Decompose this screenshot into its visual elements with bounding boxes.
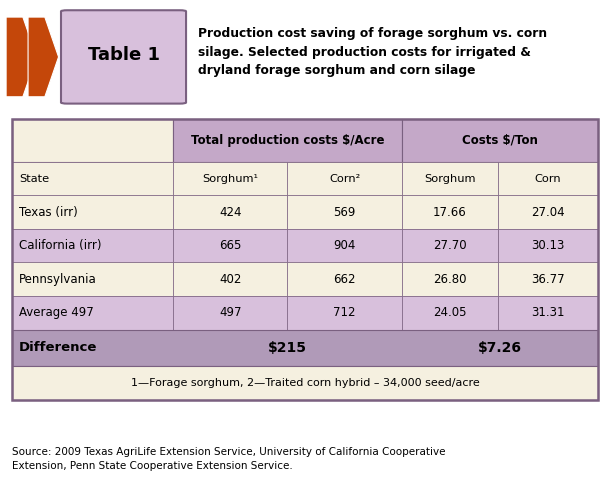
Bar xyxy=(401,196,498,229)
Bar xyxy=(12,196,173,229)
Bar xyxy=(401,262,498,296)
Text: 904: 904 xyxy=(333,239,356,252)
Text: Costs $/Ton: Costs $/Ton xyxy=(462,134,537,147)
Text: $7.26: $7.26 xyxy=(478,341,522,355)
Text: 424: 424 xyxy=(219,206,242,219)
Text: State: State xyxy=(20,174,49,184)
Bar xyxy=(287,162,401,196)
Bar xyxy=(287,296,401,330)
Text: 569: 569 xyxy=(333,206,356,219)
Text: 26.80: 26.80 xyxy=(433,273,467,286)
Bar xyxy=(287,229,401,262)
Text: Total production costs $/Acre: Total production costs $/Acre xyxy=(191,134,384,147)
Text: Sorghum¹: Sorghum¹ xyxy=(203,174,259,184)
Bar xyxy=(287,262,401,296)
Text: 36.77: 36.77 xyxy=(531,273,565,286)
Bar xyxy=(498,296,598,330)
Bar xyxy=(401,296,498,330)
Text: 31.31: 31.31 xyxy=(531,306,565,319)
Text: 402: 402 xyxy=(219,273,242,286)
Text: 662: 662 xyxy=(333,273,356,286)
Text: California (irr): California (irr) xyxy=(20,239,102,252)
Text: 24.05: 24.05 xyxy=(433,306,467,319)
Bar xyxy=(12,119,598,400)
PathPatch shape xyxy=(28,17,59,97)
Text: Texas (irr): Texas (irr) xyxy=(20,206,78,219)
Bar xyxy=(173,119,401,162)
Bar xyxy=(12,119,173,162)
Bar xyxy=(12,262,173,296)
Text: 27.04: 27.04 xyxy=(531,206,565,219)
Text: 712: 712 xyxy=(333,306,356,319)
PathPatch shape xyxy=(6,17,37,97)
Text: 497: 497 xyxy=(219,306,242,319)
FancyBboxPatch shape xyxy=(61,10,186,103)
Bar xyxy=(498,196,598,229)
Text: Pennsylvania: Pennsylvania xyxy=(20,273,97,286)
Bar xyxy=(12,296,173,330)
Bar xyxy=(12,366,598,400)
Text: Table 1: Table 1 xyxy=(87,46,160,64)
Bar xyxy=(12,162,173,196)
Text: Corn²: Corn² xyxy=(329,174,360,184)
Text: Source: 2009 Texas AgriLife Extension Service, University of California Cooperat: Source: 2009 Texas AgriLife Extension Se… xyxy=(12,447,446,471)
Bar xyxy=(173,262,287,296)
Bar xyxy=(173,162,287,196)
Bar xyxy=(12,330,598,366)
Bar xyxy=(498,162,598,196)
Text: Corn: Corn xyxy=(535,174,561,184)
Text: $215: $215 xyxy=(268,341,307,355)
Bar xyxy=(401,119,598,162)
Text: Average 497: Average 497 xyxy=(20,306,94,319)
Bar xyxy=(173,296,287,330)
Text: 30.13: 30.13 xyxy=(531,239,565,252)
Bar xyxy=(498,262,598,296)
Text: Production cost saving of forage sorghum vs. corn
silage. Selected production co: Production cost saving of forage sorghum… xyxy=(198,27,547,77)
Bar xyxy=(401,229,498,262)
Bar xyxy=(498,229,598,262)
Text: 17.66: 17.66 xyxy=(433,206,467,219)
Bar xyxy=(173,229,287,262)
Text: 27.70: 27.70 xyxy=(433,239,467,252)
Bar xyxy=(173,196,287,229)
Bar xyxy=(401,162,498,196)
Text: Sorghum: Sorghum xyxy=(424,174,476,184)
Text: 665: 665 xyxy=(219,239,242,252)
Text: 1—Forage sorghum, 2—Traited corn hybrid – 34,000 seed/acre: 1—Forage sorghum, 2—Traited corn hybrid … xyxy=(131,378,479,388)
Bar xyxy=(12,229,173,262)
Bar xyxy=(287,196,401,229)
Text: Difference: Difference xyxy=(20,342,98,354)
